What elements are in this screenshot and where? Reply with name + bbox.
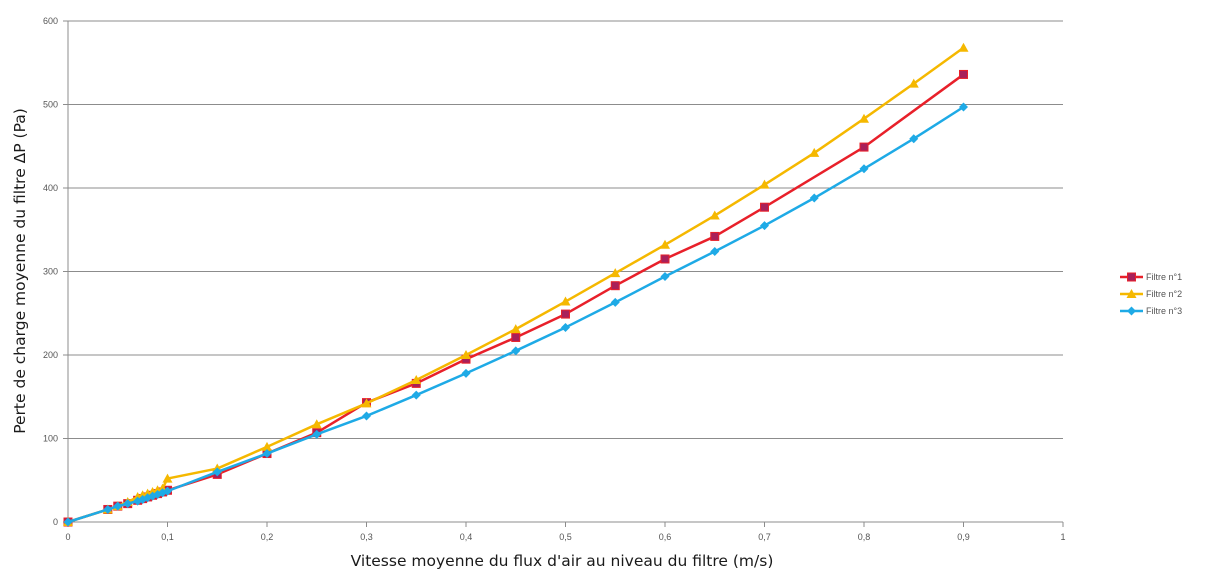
data-point [123,499,133,509]
data-point [660,272,670,282]
x-tick-label: 0,4 [460,532,473,542]
x-tick-label: 0 [65,532,70,542]
y-tick-labels: 0 100 200 300 400 500 600 [43,16,58,527]
series-1 [63,69,968,527]
data-point [610,297,620,307]
series-3 [63,102,968,527]
series-line [67,46,965,524]
data-point [262,449,272,459]
y-axis-title: Perte de charge moyenne du filtre ΔP (Pa… [11,108,29,434]
axes [63,20,1064,527]
data-point [103,504,113,514]
data-point [461,368,471,378]
data-point [809,147,820,157]
x-tick-label: 0,6 [659,532,672,542]
legend-marker [1126,289,1137,298]
series-2 [63,42,969,526]
data-point [312,429,322,439]
x-axis-title: Vitesse moyenne du flux d'air au niveau … [351,552,774,570]
legend-item: Filtre n°3 [1120,306,1182,316]
legend-label: Filtre n°2 [1146,289,1182,299]
data-point [710,231,720,241]
data-point [909,134,919,144]
data-point [411,375,422,385]
data-point [63,517,73,527]
x-tick-label: 0,5 [559,532,572,542]
data-point [561,322,570,332]
x-tick-label: 1 [1060,532,1065,542]
data-point [709,210,720,220]
data-point [262,441,272,451]
x-tick-label: 0,1 [161,532,174,542]
data-point [511,346,521,356]
data-point [163,486,172,496]
data-point [809,193,819,203]
data-point [660,239,670,249]
data-point [511,332,521,342]
y-tick-label: 500 [43,100,58,110]
x-tick-label: 0,7 [758,532,771,542]
data-point [859,142,869,152]
data-point [411,390,421,400]
x-tick-label: 0,2 [261,532,274,542]
data-point [908,78,919,88]
x-tick-label: 0,8 [858,532,871,542]
data-point [610,268,621,278]
legend-item: Filtre n°1 [1120,272,1182,282]
series-group [63,42,969,527]
data-point [560,296,571,306]
data-point [162,473,173,483]
x-tick-labels: 0 0,1 0,2 0,3 0,4 0,5 0,6 0,7 0,8 0,9 1 [65,532,1065,542]
legend-item: Filtre n°2 [1120,289,1182,299]
y-tick-label: 400 [43,183,58,193]
y-tick-label: 200 [43,350,58,360]
data-point [958,42,969,52]
data-point [362,411,371,421]
data-point [760,221,769,231]
legend-marker [1127,306,1136,316]
data-point [311,419,322,429]
data-point [361,398,372,408]
legend: Filtre n°1 Filtre n°2 Filtre n°3 [1120,272,1182,316]
x-tick-label: 0,3 [360,532,373,542]
data-point [859,164,869,174]
legend-label: Filtre n°1 [1146,272,1182,282]
data-point [660,254,670,264]
data-point [859,113,869,123]
data-point [561,309,570,319]
y-tick-label: 600 [43,16,58,26]
y-tick-label: 300 [43,267,58,277]
y-tick-label: 0 [53,517,58,527]
y-tick-label: 100 [43,434,58,444]
data-point [113,501,123,511]
data-point [759,179,770,189]
x-tick-label: 0,9 [957,532,970,542]
data-point [461,350,471,359]
data-point [610,281,620,291]
data-point [760,202,769,212]
data-point [710,246,720,256]
grid-lines [68,20,1063,439]
data-point [510,324,521,334]
data-point [212,467,222,477]
data-point [959,69,968,79]
data-point [959,102,968,112]
legend-label: Filtre n°3 [1146,306,1182,316]
legend-marker [1127,272,1136,282]
